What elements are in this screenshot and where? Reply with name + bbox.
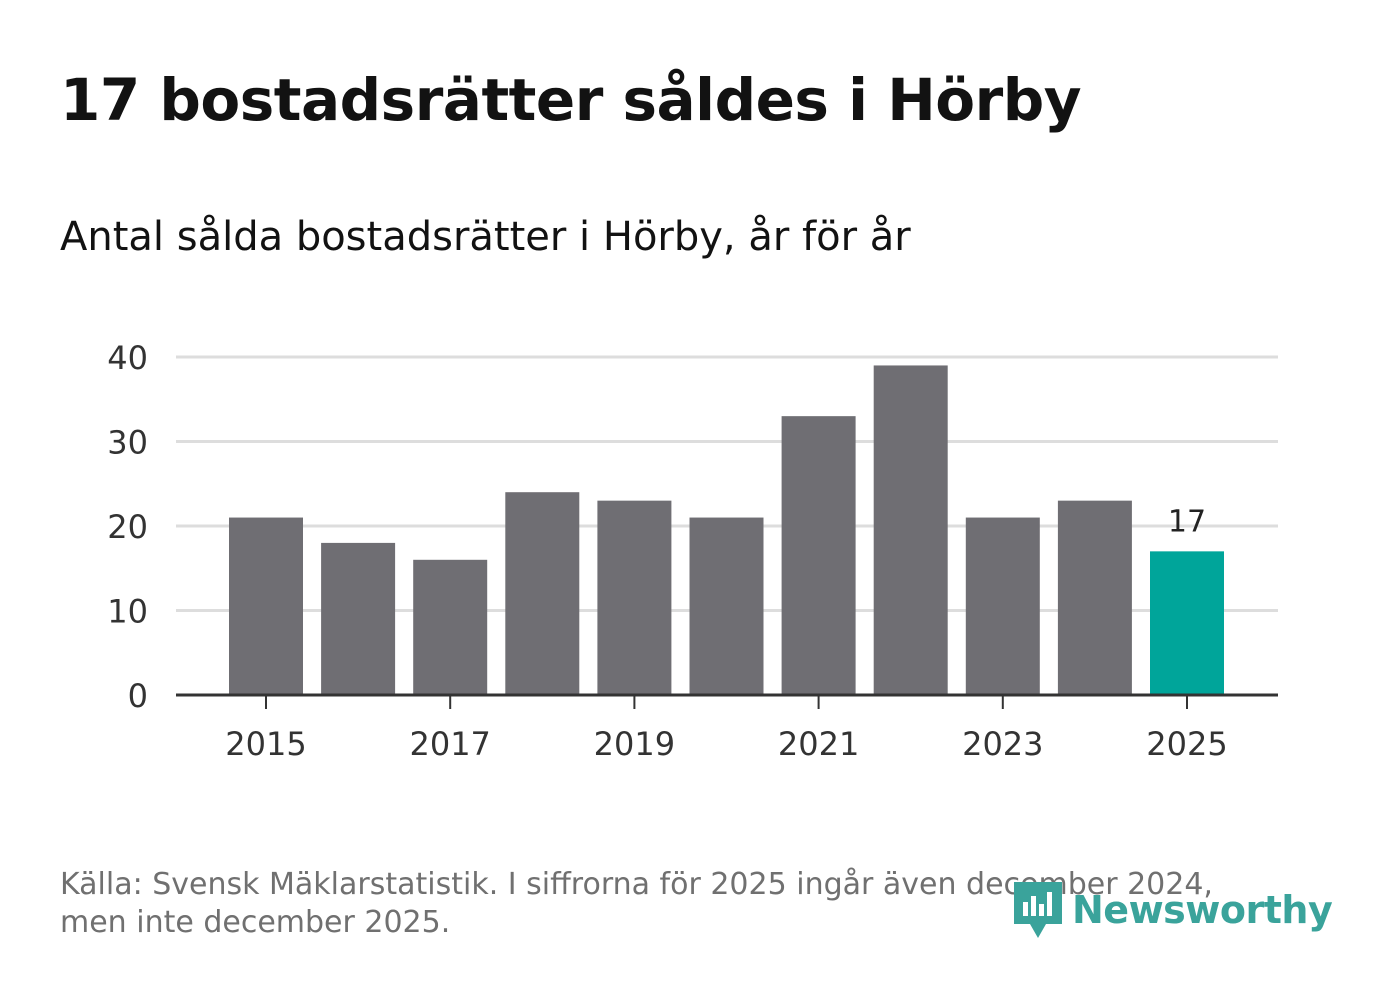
newsworthy-logo: Newsworthy xyxy=(1012,880,1333,940)
y-tick-label-20: 20 xyxy=(107,508,148,546)
bars xyxy=(229,365,1224,695)
x-tick-label-2023: 2023 xyxy=(962,725,1043,763)
x-tick-label-2015: 2015 xyxy=(225,725,306,763)
x-tick-label-2019: 2019 xyxy=(594,725,675,763)
newsworthy-bar-chart-icon xyxy=(1014,882,1062,938)
bar-2016 xyxy=(321,542,396,695)
source-line-2: men inte december 2025. xyxy=(60,905,451,940)
bar-2022 xyxy=(873,365,948,695)
chart-subtitle: Antal sålda bostadsrätter i Hörby, år fö… xyxy=(60,214,911,260)
bar-2020 xyxy=(689,517,764,695)
bar-2018 xyxy=(505,492,580,695)
x-tick-label-2025: 2025 xyxy=(1146,725,1227,763)
bar-2015 xyxy=(229,517,303,695)
bar-2019 xyxy=(597,500,672,695)
y-tick-label-10: 10 xyxy=(107,593,148,631)
y-tick-label-0: 0 xyxy=(128,677,148,715)
data-labels: 17 xyxy=(1168,504,1206,539)
chart-title: 17 bostadsrätter såldes i Hörby xyxy=(60,66,1082,134)
x-tick-label-2021: 2021 xyxy=(778,725,859,763)
data-label-2025: 17 xyxy=(1168,504,1206,539)
x-tick-label-2017: 2017 xyxy=(409,725,490,763)
logo-text: Newsworthy xyxy=(1072,888,1333,932)
bar-2025 xyxy=(1150,551,1224,695)
x-axis: 2015 2017 2019 2021 2023 2025 xyxy=(176,693,1278,763)
bar-2021 xyxy=(781,416,856,695)
y-tick-label-40: 40 xyxy=(107,339,148,377)
bar-2017 xyxy=(413,559,488,695)
y-tick-label-30: 30 xyxy=(107,424,148,462)
bar-2023 xyxy=(965,517,1040,695)
y-axis-ticks: 0 10 20 30 40 xyxy=(107,339,148,715)
bar-2024 xyxy=(1057,500,1132,695)
